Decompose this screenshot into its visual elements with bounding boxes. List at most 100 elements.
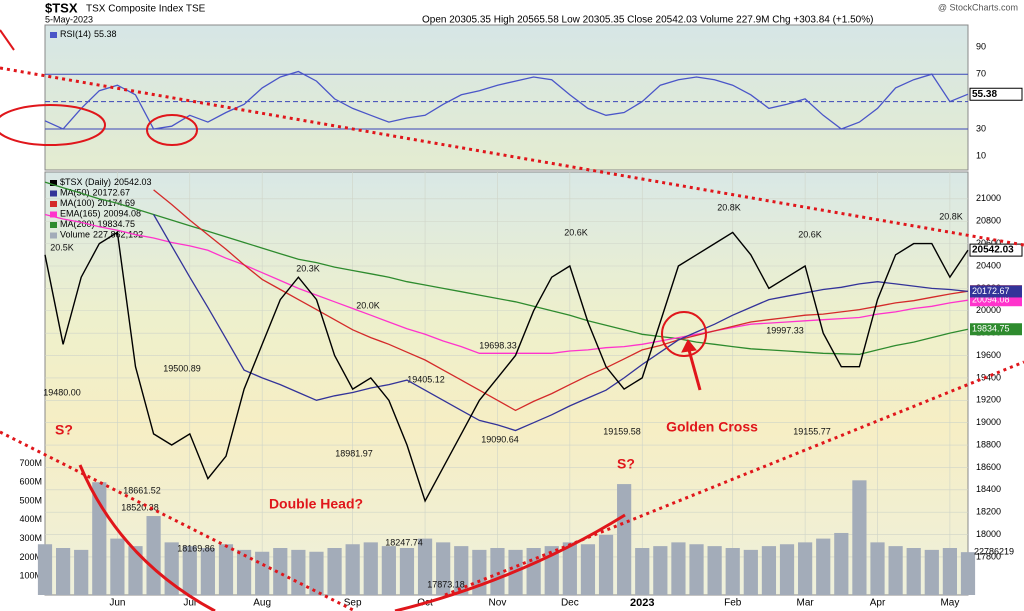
volume-bar: [236, 549, 252, 595]
volume-bar: [417, 538, 433, 595]
price-label: 18520.38: [121, 502, 159, 512]
y-tick-label: 10: [976, 151, 986, 161]
volume-bar: [454, 546, 469, 595]
legend-name: EMA(165): [60, 209, 101, 219]
volume-bar: [146, 516, 161, 595]
volume-bar: [707, 546, 722, 595]
arc: [78, 464, 216, 611]
x-tick-label: Dec: [561, 598, 579, 609]
y2-tick-label: 200M: [19, 552, 42, 562]
annotation-label: S?: [617, 456, 635, 472]
value-box: [969, 87, 1023, 101]
volume-bar: [436, 542, 451, 595]
arrow: [687, 349, 702, 391]
price-label: 18247.74: [385, 537, 423, 547]
value-box-label: 19834.75: [972, 324, 1010, 334]
price-label: 19405.12: [407, 374, 445, 384]
y-tick-label: 20400: [976, 260, 1001, 270]
series-line: [44, 70, 969, 130]
price-label: 20.3K: [296, 263, 320, 273]
volume-bar: [37, 544, 53, 595]
legend-swatch: [50, 180, 57, 186]
y-tick-label: 19600: [976, 350, 1001, 360]
y-tick-label: 70: [976, 69, 986, 79]
circle: [146, 114, 198, 146]
x-tick-label: Aug: [253, 598, 271, 609]
credit: @ StockCharts.com: [938, 2, 1018, 12]
price-panel: [44, 171, 969, 596]
y-tick-label: 17800: [976, 551, 1001, 561]
x-tick-label: Mar: [797, 598, 815, 609]
volume-bar: [725, 548, 740, 595]
volume-bar: [617, 484, 632, 595]
y2-tick-label: 300M: [19, 533, 42, 543]
volume-bar: [74, 549, 89, 595]
legend-swatch: [50, 222, 57, 228]
arrow-head: [681, 339, 697, 353]
price-label: 20.0K: [356, 300, 380, 310]
value-box: [970, 323, 1022, 336]
volume-bar: [635, 548, 650, 595]
price-label: 20.5K: [50, 242, 74, 252]
price-label: 19155.77: [793, 426, 831, 436]
y-tick-label: 21000: [976, 193, 1001, 203]
price-label: 18169.86: [177, 543, 215, 553]
x-tick-label: Feb: [724, 598, 742, 609]
volume-bar: [798, 542, 813, 595]
y-tick-label: 30: [976, 123, 986, 133]
legend-entry: $TSX (Daily) 20542.03: [60, 177, 152, 187]
symbol: $TSX: [45, 0, 78, 15]
y-tick-label: 18600: [976, 462, 1001, 472]
legend-swatch: [50, 232, 57, 239]
legend-swatch: [50, 32, 57, 38]
annotation-label: Double Head?: [269, 496, 363, 512]
price-label: 19480.00: [43, 387, 81, 397]
y2-tick-label: 100M: [19, 571, 42, 581]
annotation-label: S?: [55, 422, 73, 438]
value-box-label: 20542.03: [972, 245, 1014, 256]
value-box: [970, 285, 1022, 298]
price-label: 20.6K: [564, 227, 588, 237]
volume-axis-label: 22786219: [974, 547, 1014, 557]
series-line: [44, 213, 969, 354]
x-tick-label: Jun: [109, 598, 125, 609]
legend-swatch: [50, 190, 57, 197]
volume-bar: [273, 548, 288, 595]
volume-bar: [598, 534, 614, 595]
legend-value: 55.38: [94, 29, 117, 39]
volume-bar: [960, 552, 976, 595]
rsi-panel: [44, 24, 969, 171]
y-tick-label: 20600: [976, 238, 1001, 248]
volume-bar: [942, 548, 958, 595]
volume-bar: [743, 549, 758, 595]
y-tick-label: 20000: [976, 305, 1001, 315]
y-tick-label: 19400: [976, 372, 1001, 382]
volume-bar: [218, 544, 234, 595]
arc: [394, 513, 626, 611]
index-name: TSX Composite Index TSE: [86, 4, 206, 15]
volume-bar: [182, 546, 197, 595]
value-box-label: 55.38: [972, 89, 997, 100]
series-line: [153, 189, 969, 412]
x-tick-label: Nov: [489, 598, 507, 609]
trendline: [0, 430, 356, 611]
legend-entry: MA(100) 20174.69: [60, 198, 135, 208]
price-label: 19997.33: [766, 325, 804, 335]
volume-bar: [291, 549, 306, 595]
legend-name: Volume: [60, 230, 90, 240]
volume-bar: [399, 548, 415, 595]
x-tick-label: Apr: [870, 598, 886, 609]
legend-entry: MA(50) 20172.67: [60, 188, 130, 198]
legend-swatch: [50, 201, 57, 207]
y-tick-label: 18000: [976, 529, 1001, 539]
volume-bar: [906, 548, 921, 595]
price-label: 19500.89: [163, 363, 201, 373]
legend-name: $TSX (Daily): [60, 177, 111, 187]
quote: Open 20305.35 High 20565.58 Low 20305.35…: [422, 15, 873, 26]
legend-swatch: [50, 211, 57, 218]
annotation-label: Golden Cross: [666, 419, 758, 435]
y-tick-label: 18800: [976, 439, 1001, 449]
series-line: [153, 214, 969, 432]
